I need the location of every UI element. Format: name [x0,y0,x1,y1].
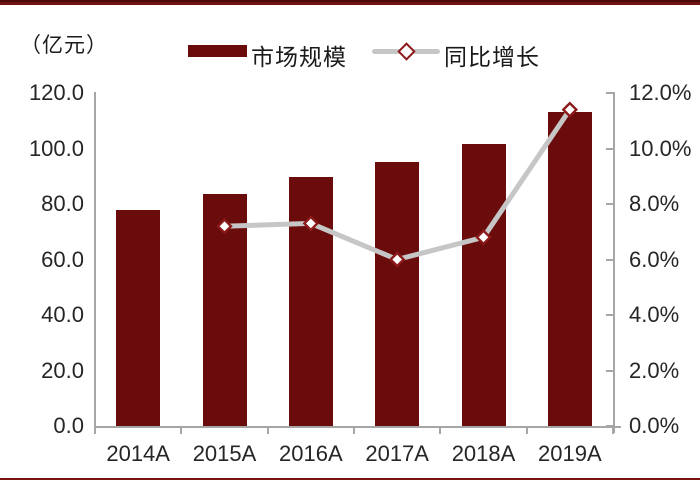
right-axis-tick [606,147,613,150]
right-axis-label: 0.0% [629,413,680,438]
top-border-edge [0,0,700,2]
x-axis-tick [180,428,183,434]
right-axis-label: 12.0% [629,80,692,105]
bar-2015A [202,194,247,426]
legend-label-yoy-growth: 同比增长 [444,44,540,70]
left-axis-label: 40.0 [41,302,84,327]
x-axis-label-2014A: 2014A [106,441,170,466]
left-axis-label: 120.0 [28,80,84,105]
left-axis-label: 60.0 [41,246,84,272]
bar-2017A [375,162,420,426]
left-axis-label: 0.0 [53,413,84,438]
right-axis-line [613,92,615,433]
legend-diamond-marker-icon [397,42,416,61]
legend-label-market-size: 市场规模 [251,44,347,70]
right-axis-label: 6.0% [629,246,680,272]
bottom-border-rule [0,478,700,480]
top-border-rule [0,0,700,5]
axis-unit-label: （亿元） [20,34,108,57]
bar-2016A [288,177,333,426]
x-axis-label-2017A: 2017A [365,441,429,466]
right-axis-label: 4.0% [629,302,680,327]
x-axis-label-2018A: 2018A [451,441,516,466]
left-axis-label: 100.0 [28,135,84,161]
bottom-axis-line [94,426,621,428]
x-axis-tick [94,428,96,434]
left-axis-line [94,92,96,427]
right-axis-tick [606,203,613,205]
x-axis-tick [439,428,442,434]
right-axis-tick [606,369,613,372]
right-axis-label: 8.0% [629,191,680,216]
right-axis-tick [606,425,613,427]
x-axis-tick [525,428,528,434]
bar-2014A [116,209,161,426]
x-axis-label-2019A: 2019A [538,441,602,466]
bar-2018A [461,144,506,426]
x-axis-tick [612,428,614,434]
left-axis-label: 80.0 [41,191,84,216]
left-axis-label: 20.0 [41,357,84,383]
x-axis-label-2015A: 2015A [192,441,257,466]
x-axis-tick [353,428,355,434]
legend-bar-swatch [188,45,247,57]
x-axis-label-2016A: 2016A [279,441,343,466]
x-axis-tick [266,428,269,434]
right-axis-label: 10.0% [629,135,692,161]
right-axis-tick [606,92,613,94]
right-axis-label: 2.0% [629,357,680,383]
right-axis-tick [606,258,613,261]
right-axis-tick [606,314,613,316]
bar-2019A [547,111,592,426]
